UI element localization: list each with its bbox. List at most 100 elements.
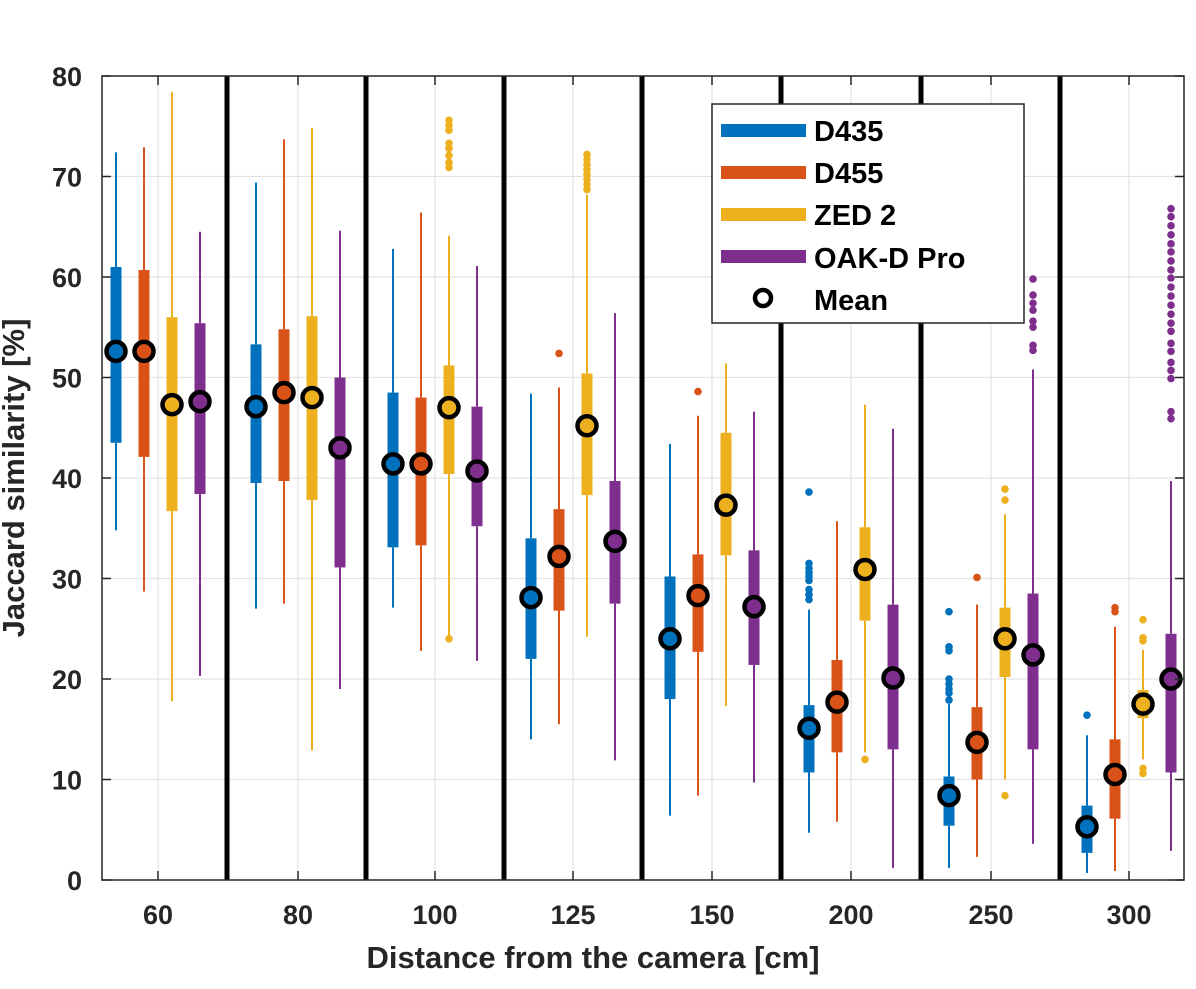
legend-entry-d435: D435 <box>721 116 883 148</box>
outlier-zed2-250-1 <box>1001 496 1009 504</box>
outlier-oakd-pro-300-13 <box>1167 274 1175 282</box>
x-tick-label-80: 80 <box>283 900 313 930</box>
mean-marker-d455-125 <box>547 544 571 569</box>
outlier-oakd-pro-250-1 <box>1029 341 1037 350</box>
outlier-oakd-pro-250-4 <box>1029 306 1037 314</box>
outlier-d435-300-0 <box>1083 711 1091 719</box>
mean-marker-d455-60 <box>132 339 156 364</box>
outlier-d455-150-0 <box>694 387 702 396</box>
y-axis-label: Jaccard similarity [%] <box>0 319 31 638</box>
plot-data <box>104 92 1183 873</box>
outlier-zed2-300-4 <box>1139 615 1147 624</box>
outlier-d455-300-1 <box>1111 603 1119 612</box>
outlier-oakd-pro-300-18 <box>1167 230 1175 239</box>
mean-marker-d435-100 <box>381 452 405 476</box>
series-zed2 <box>160 92 1155 800</box>
mean-marker-d435-300 <box>1075 814 1099 839</box>
mean-marker-d435-80 <box>244 394 268 419</box>
box-d455-80 <box>278 329 290 482</box>
y-tick-label-50: 50 <box>52 364 82 394</box>
x-tick-label-150: 150 <box>689 900 734 930</box>
legend-label-d455: D455 <box>814 158 883 190</box>
mean-marker-d455-150 <box>686 583 710 608</box>
outlier-oakd-pro-300-16 <box>1167 248 1175 256</box>
outlier-oakd-pro-250-2 <box>1029 323 1037 332</box>
legend-entry-oakd-pro: OAK-D Pro <box>721 243 965 275</box>
outlier-oakd-pro-300-9 <box>1167 310 1175 318</box>
legend-swatch-d455 <box>721 166 806 179</box>
outlier-d455-250-0 <box>973 573 981 582</box>
y-tick-label-20: 20 <box>52 665 82 695</box>
outlier-zed2-100-0 <box>445 635 453 643</box>
mean-marker-d435-60 <box>104 339 128 364</box>
y-tick-label-40: 40 <box>52 464 82 494</box>
mean-marker-oakd-pro-200 <box>881 666 905 690</box>
outlier-zed2-250-0 <box>1001 791 1009 800</box>
x-tick-label-300: 300 <box>1106 900 1151 930</box>
legend-label-zed2: ZED 2 <box>814 200 896 232</box>
outlier-d435-200-2 <box>805 585 813 594</box>
legend-swatch-oakd-pro <box>721 250 806 263</box>
mean-marker-d455-200 <box>825 690 849 714</box>
outlier-oakd-pro-300-20 <box>1167 212 1175 221</box>
legend-label-d435: D435 <box>814 116 883 148</box>
box-oakd-pro-80 <box>334 377 346 568</box>
x-tick-label-125: 125 <box>550 900 595 930</box>
mean-marker-oakd-pro-100 <box>465 459 489 483</box>
box-oakd-pro-300 <box>1165 633 1177 773</box>
mean-marker-zed2-80 <box>300 385 324 410</box>
legend-swatch-d435 <box>721 124 806 137</box>
outlier-oakd-pro-300-2 <box>1167 374 1175 383</box>
mean-marker-oakd-pro-60 <box>188 389 212 414</box>
outlier-oakd-pro-250-5 <box>1029 299 1037 307</box>
outlier-oakd-pro-300-17 <box>1167 240 1175 248</box>
legend-label-oakd-pro: OAK-D Pro <box>814 243 965 275</box>
outlier-oakd-pro-250-6 <box>1029 291 1037 299</box>
outlier-oakd-pro-300-7 <box>1167 327 1175 336</box>
y-tick-label-10: 10 <box>52 766 82 796</box>
outlier-oakd-pro-300-10 <box>1167 301 1175 309</box>
outlier-oakd-pro-300-1 <box>1167 407 1175 416</box>
y-tick-label-0: 0 <box>67 866 82 896</box>
outlier-oakd-pro-300-11 <box>1167 292 1175 300</box>
outlier-zed2-100-3 <box>445 151 453 160</box>
mean-marker-oakd-pro-250 <box>1021 643 1045 667</box>
outlier-zed2-100-5 <box>445 139 453 148</box>
mean-marker-zed2-200 <box>853 557 877 582</box>
outlier-zed2-200-0 <box>861 755 869 764</box>
outlier-oakd-pro-300-4 <box>1167 358 1175 367</box>
legend: D435 D455 ZED 2 OAK-D Pro Mean <box>711 103 1025 324</box>
x-tick-label-250: 250 <box>968 900 1013 930</box>
series-d435 <box>104 152 1099 873</box>
legend-mean-marker-icon <box>752 287 774 309</box>
series-d455 <box>132 139 1127 871</box>
outlier-zed2-100-2 <box>445 158 453 167</box>
legend-entry-zed2: ZED 2 <box>721 200 896 232</box>
outlier-oakd-pro-300-6 <box>1167 339 1175 348</box>
mean-marker-d455-80 <box>272 380 296 405</box>
mean-marker-zed2-100 <box>437 395 461 420</box>
x-tick-label-200: 200 <box>828 900 873 930</box>
outlier-oakd-pro-300-3 <box>1167 366 1175 375</box>
mean-marker-d455-300 <box>1103 762 1127 787</box>
outlier-d435-250-0 <box>945 696 953 704</box>
x-tick-label-100: 100 <box>412 900 457 930</box>
outlier-oakd-pro-300-0 <box>1167 414 1175 423</box>
legend-entry-mean: Mean <box>752 285 888 317</box>
outlier-zed2-300-3 <box>1139 633 1147 642</box>
mean-marker-zed2-150 <box>714 493 738 517</box>
mean-marker-oakd-pro-150 <box>742 594 766 619</box>
box-d455-60 <box>138 269 150 457</box>
mean-marker-d435-150 <box>658 627 682 651</box>
mean-marker-oakd-pro-125 <box>603 529 627 554</box>
mean-marker-oakd-pro-80 <box>328 436 352 460</box>
outlier-oakd-pro-250-7 <box>1029 275 1037 283</box>
outlier-d435-250-7 <box>945 607 953 616</box>
y-tick-label-60: 60 <box>52 263 82 293</box>
mean-marker-zed2-125 <box>575 413 599 438</box>
outlier-d435-250-6 <box>945 643 953 651</box>
mean-marker-d455-250 <box>965 730 989 755</box>
outlier-d435-250-4 <box>945 675 953 683</box>
legend-swatch-zed2 <box>721 208 806 221</box>
